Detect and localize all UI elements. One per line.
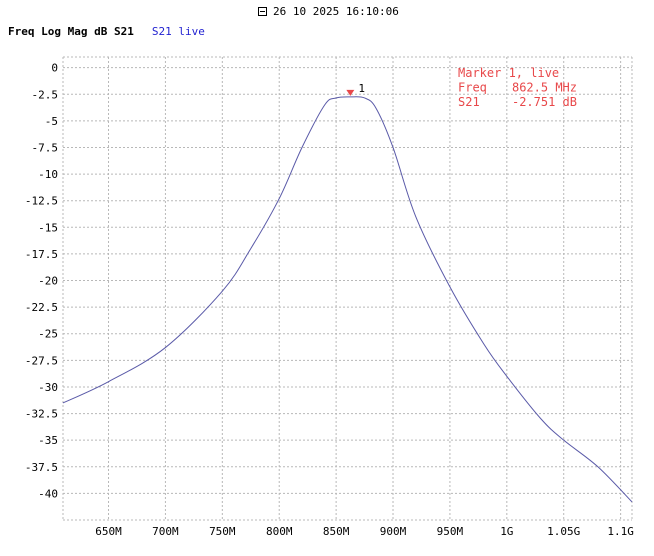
markers: 1	[346, 82, 365, 96]
readout-key-2: S21	[458, 95, 480, 109]
y-tick-label-5: -12.5	[25, 195, 58, 208]
series-line-0	[62, 96, 633, 503]
readout-value-2: -2.751 dB	[512, 95, 577, 109]
readout-key-1: Freq	[458, 81, 487, 95]
timestamp-bar: 26 10 2025 16:10:06	[258, 3, 399, 19]
x-tick-label-5: 900M	[380, 525, 407, 538]
y-tick-label-15: -37.5	[25, 461, 58, 474]
y-tick-label-12: -30	[38, 381, 58, 394]
grid-lines	[62, 56, 633, 521]
x-tick-label-8: 1.05G	[547, 525, 580, 538]
x-tick-label-2: 750M	[209, 525, 236, 538]
readout-value-1: 862.5 MHz	[512, 81, 577, 95]
y-tick-label-9: -22.5	[25, 301, 58, 314]
legend-entry: S21 live	[151, 24, 205, 38]
x-axis-ticks: 650M 700M 750M 800M 850M 900M 950M 1G 1.05G 1.1G	[95, 525, 634, 538]
x-tick-label-4: 850M	[323, 525, 350, 538]
x-tick-label-7: 1G	[500, 525, 513, 538]
y-tick-label-1: -2.5	[32, 88, 59, 101]
y-tick-label-10: -25	[38, 328, 58, 341]
marker-triangle-icon[interactable]	[346, 89, 355, 96]
y-tick-label-8: -20	[38, 275, 58, 288]
x-tick-label-0: 650M	[95, 525, 122, 538]
chart-header: Freq Log Mag dB S21 S21 live	[8, 23, 205, 39]
y-tick-label-3: -7.5	[32, 141, 59, 154]
readout-key-0: Marker 1, live	[458, 66, 559, 80]
timestamp-text: 26 10 2025 16:10:06	[273, 4, 399, 18]
y-tick-label-14: -35	[38, 434, 58, 447]
y-tick-label-7: -17.5	[25, 248, 58, 261]
x-tick-label-3: 800M	[266, 525, 293, 538]
y-tick-label-4: -10	[38, 168, 58, 181]
collapse-icon[interactable]	[258, 6, 267, 16]
marker-label: 1	[358, 82, 365, 95]
chart-title: Freq Log Mag dB S21	[8, 24, 134, 38]
x-tick-label-9: 1.1G	[607, 525, 634, 538]
traces	[62, 96, 633, 503]
y-tick-label-0: 0	[51, 62, 58, 75]
y-tick-label-2: -5	[45, 115, 58, 128]
x-tick-label-1: 700M	[152, 525, 179, 538]
y-axis-ticks: 0 -2.5 -5 -7.5 -10 -12.5 -15 -17.5 -20 -22.5 -25 -2…	[25, 62, 58, 501]
x-tick-label-6: 950M	[437, 525, 464, 538]
y-tick-label-11: -27.5	[25, 354, 58, 367]
y-tick-label-13: -32.5	[25, 408, 58, 421]
y-tick-label-6: -15	[38, 221, 58, 234]
y-tick-label-16: -40	[38, 487, 58, 500]
